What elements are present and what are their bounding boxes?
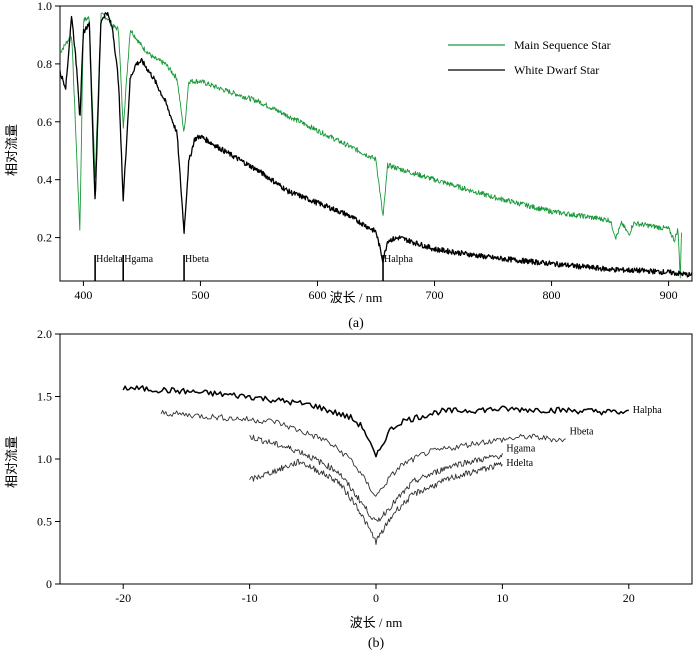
x-tick-label: -10	[242, 591, 258, 605]
series-end-label-hdelta: Hdelta	[506, 458, 533, 469]
x-tick-label: 400	[74, 288, 92, 302]
series-line-hgama	[249, 434, 503, 522]
panel-b-y-axis-label: 相对流量	[4, 436, 19, 488]
x-tick-label: 700	[426, 288, 444, 302]
x-tick-label: 0	[373, 591, 379, 605]
y-tick-label: 1.5	[37, 390, 52, 404]
panel-a-label: (a)	[348, 316, 364, 331]
y-tick-label: 0.6	[37, 115, 52, 129]
y-tick-label: 0.8	[37, 57, 52, 71]
series-end-label-hbeta: Hbeta	[570, 426, 594, 437]
x-tick-label: 600	[308, 288, 326, 302]
annotation-label-hgama: Hgama	[124, 254, 153, 265]
panel-a-y-axis-label: 相对流量	[4, 124, 19, 176]
x-tick-label: 800	[543, 288, 561, 302]
panel-a-spectra-chart: Hdelta Hgama Hbeta Halpha 400 500 600 700 800 90…	[4, 0, 693, 331]
panel-b-x-axis-label: 波长 / nm	[350, 615, 403, 630]
y-tick-label: 0.2	[37, 231, 52, 245]
series-end-label-hgama: Hgama	[506, 443, 535, 454]
panel-a-plot-frame	[59, 5, 693, 282]
panel-b-label: (b)	[368, 636, 385, 651]
series-end-label-halpha: Halpha	[633, 405, 662, 416]
annotation-label-hdelta: Hdelta	[96, 254, 123, 265]
x-tick-label: 500	[191, 288, 209, 302]
panel-b-line-profile-chart: Halpha Hbeta Hgama Hdelta -20 -10 0 10 20 0 0.5 1…	[4, 327, 693, 651]
y-tick-label: 0.5	[37, 515, 52, 529]
x-tick-label: 20	[623, 591, 635, 605]
series-line-main-sequence-star	[59, 12, 682, 279]
annotation-label-hbeta: Hbeta	[185, 254, 209, 265]
y-tick-label: 2.0	[37, 327, 52, 341]
series-line-hdelta	[249, 458, 503, 546]
series-line-hbeta	[160, 409, 566, 497]
x-tick-label: 900	[660, 288, 678, 302]
x-tick-label: 10	[496, 591, 508, 605]
series-line-halpha	[122, 385, 629, 458]
y-tick-label: 1.0	[37, 452, 52, 466]
annotation-label-halpha: Halpha	[384, 254, 413, 265]
legend-label-white-dwarf: White Dwarf Star	[514, 63, 599, 77]
y-tick-label: 0.4	[37, 173, 52, 187]
y-tick-label: 0	[46, 577, 52, 591]
panel-a-legend: Main Sequence Star White Dwarf Star	[448, 38, 611, 77]
y-tick-label: 1.0	[37, 0, 52, 13]
series-line-white-dwarf-star	[59, 11, 693, 278]
x-tick-label: -20	[115, 591, 131, 605]
panel-b-plot-frame	[59, 333, 693, 585]
legend-label-main-sequence: Main Sequence Star	[514, 38, 611, 52]
panel-a-x-axis-label: 波长 / nm	[330, 290, 383, 305]
